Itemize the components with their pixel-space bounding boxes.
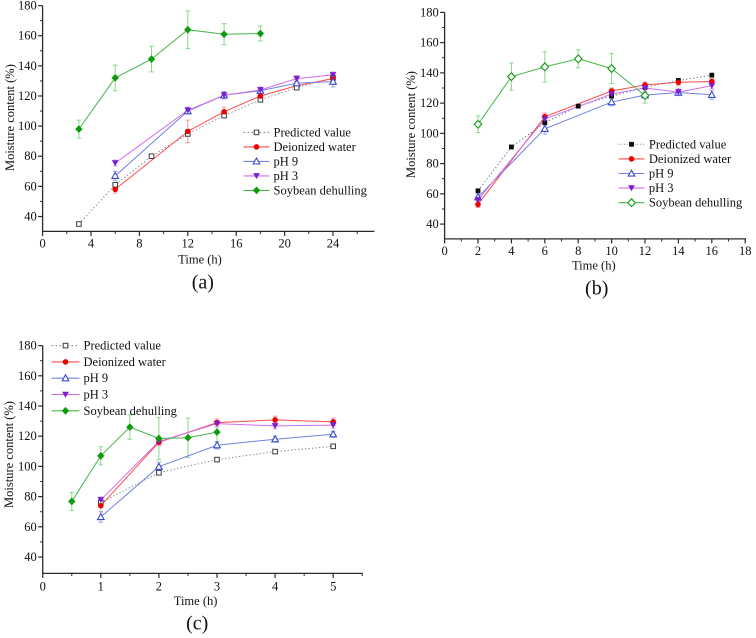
svg-text:3: 3 [214,580,220,594]
svg-text:14: 14 [672,244,685,258]
svg-text:160: 160 [18,369,37,383]
svg-text:Moisture content (%): Moisture content (%) [404,71,418,178]
svg-text:12: 12 [639,244,652,258]
svg-text:2: 2 [475,244,481,258]
svg-text:100: 100 [18,459,37,473]
svg-text:180: 180 [420,5,439,19]
svg-text:2: 2 [156,580,162,594]
svg-text:40: 40 [24,550,37,564]
svg-text:pH 3: pH 3 [84,388,109,402]
svg-text:120: 120 [18,89,37,103]
svg-text:120: 120 [18,429,37,443]
svg-text:(c): (c) [186,612,208,634]
svg-text:60: 60 [426,187,439,201]
svg-text:40: 40 [24,210,37,224]
svg-text:Soybean dehulling: Soybean dehulling [274,183,368,197]
svg-text:(a): (a) [192,272,214,294]
svg-text:5: 5 [330,580,336,594]
svg-text:4: 4 [272,580,279,594]
svg-text:40: 40 [426,217,439,231]
svg-text:16: 16 [706,244,719,258]
svg-text:1: 1 [98,580,104,594]
svg-text:Predicted value: Predicted value [274,125,352,139]
svg-text:160: 160 [420,36,439,50]
svg-text:pH 3: pH 3 [274,169,299,183]
svg-text:Predicted value: Predicted value [649,137,727,151]
svg-text:Time (h): Time (h) [572,259,616,273]
svg-text:120: 120 [420,96,439,110]
svg-text:pH 9: pH 9 [274,154,299,168]
svg-text:0: 0 [40,580,46,594]
svg-text:160: 160 [18,29,37,43]
svg-text:8: 8 [575,244,581,258]
svg-text:pH 9: pH 9 [649,167,674,181]
svg-text:Time (h): Time (h) [174,594,218,608]
svg-text:4: 4 [88,236,95,250]
svg-text:18: 18 [739,244,752,258]
svg-text:140: 140 [18,399,37,413]
svg-text:Soybean dehulling: Soybean dehulling [649,196,743,210]
svg-text:100: 100 [420,126,439,140]
svg-text:pH 9: pH 9 [84,371,109,385]
svg-text:4: 4 [508,244,515,258]
svg-text:140: 140 [420,66,439,80]
svg-text:16: 16 [230,236,243,250]
svg-text:10: 10 [605,244,618,258]
svg-text:180: 180 [18,339,37,353]
svg-text:8: 8 [136,236,142,250]
svg-text:Deionized water: Deionized water [84,355,167,369]
svg-text:6: 6 [542,244,548,258]
svg-text:60: 60 [24,520,37,534]
svg-text:80: 80 [24,149,37,163]
svg-text:0: 0 [441,244,447,258]
svg-text:(b): (b) [585,278,608,300]
svg-text:100: 100 [18,119,37,133]
svg-text:20: 20 [278,236,291,250]
svg-text:140: 140 [18,59,37,73]
svg-text:60: 60 [24,179,37,193]
svg-text:80: 80 [426,157,439,171]
svg-text:Time (h): Time (h) [178,252,222,266]
svg-text:180: 180 [18,0,37,13]
svg-text:Deionized water: Deionized water [274,140,357,154]
svg-text:Moisture content (%): Moisture content (%) [2,401,16,508]
svg-text:24: 24 [327,236,340,250]
svg-text:80: 80 [24,490,37,504]
svg-text:Deionized water: Deionized water [649,152,732,166]
svg-text:0: 0 [39,236,45,250]
svg-text:Predicted value: Predicted value [84,339,162,353]
svg-text:Moisture content (%): Moisture content (%) [3,64,17,171]
svg-text:Soybean dehulling: Soybean dehulling [84,404,178,418]
svg-text:pH 3: pH 3 [649,181,674,195]
svg-text:12: 12 [182,236,195,250]
